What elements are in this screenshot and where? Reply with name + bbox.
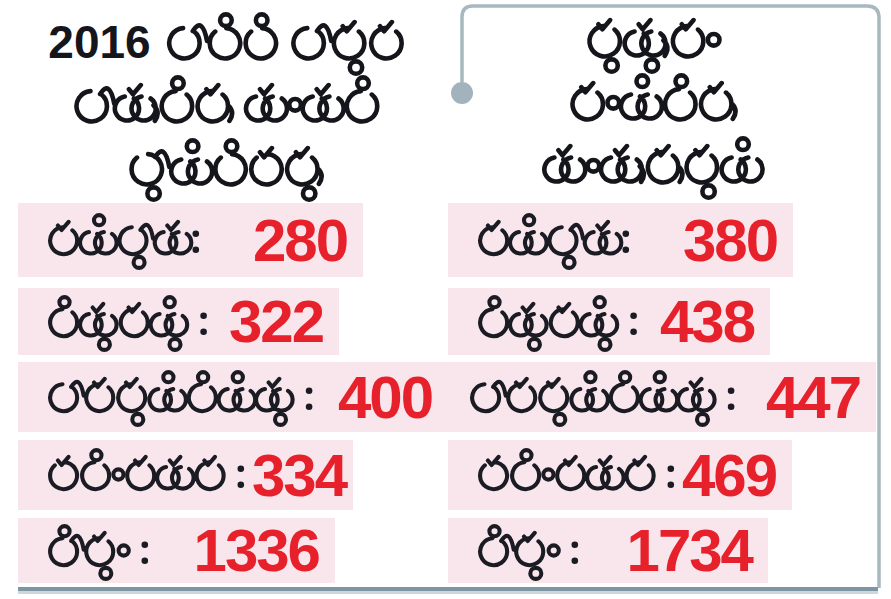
row-label [476,291,645,353]
left-header-line2 [20,74,435,140]
table-row: 400 [18,362,448,432]
row-label [46,291,215,353]
table-row: 380 [448,203,793,277]
row-value: 400 [338,363,432,432]
infographic: { "chart_data": { "type": "table", "titl… [0,0,891,599]
right-column-header [462,12,847,198]
row-value: 438 [660,287,754,356]
left-header-line3 [20,137,435,203]
row-label [46,520,156,582]
row-value: 380 [683,206,777,275]
row-label [46,209,207,271]
row-label [46,366,320,428]
right-header-line2 [462,72,847,138]
row-label [46,444,252,506]
row-value: 334 [252,441,346,510]
table-row: 438 [448,288,770,355]
right-header-line3 [462,135,847,201]
row-label [468,366,742,428]
table-row: 322 [18,288,339,355]
table-row: 280 [18,203,363,277]
table-row: 1336 [18,518,335,583]
table-row: 447 [440,362,876,432]
table-row: 469 [448,440,792,510]
table-row: 1734 [448,518,768,583]
right-header-line1 [462,9,847,75]
table-row: 334 [18,440,353,510]
row-value: 1734 [627,516,752,585]
row-label [476,209,637,271]
row-value: 1336 [194,516,319,585]
left-column-header: 2016 [20,14,435,200]
left-header-line1: 2016 [20,11,435,77]
row-value: 322 [229,287,323,356]
row-value: 280 [253,206,347,275]
row-value: 469 [682,441,776,510]
row-value: 447 [766,363,860,432]
row-label [476,520,586,582]
row-label [476,444,682,506]
bottom-divider-bar [18,587,878,594]
svg-text:2016: 2016 [48,16,150,68]
